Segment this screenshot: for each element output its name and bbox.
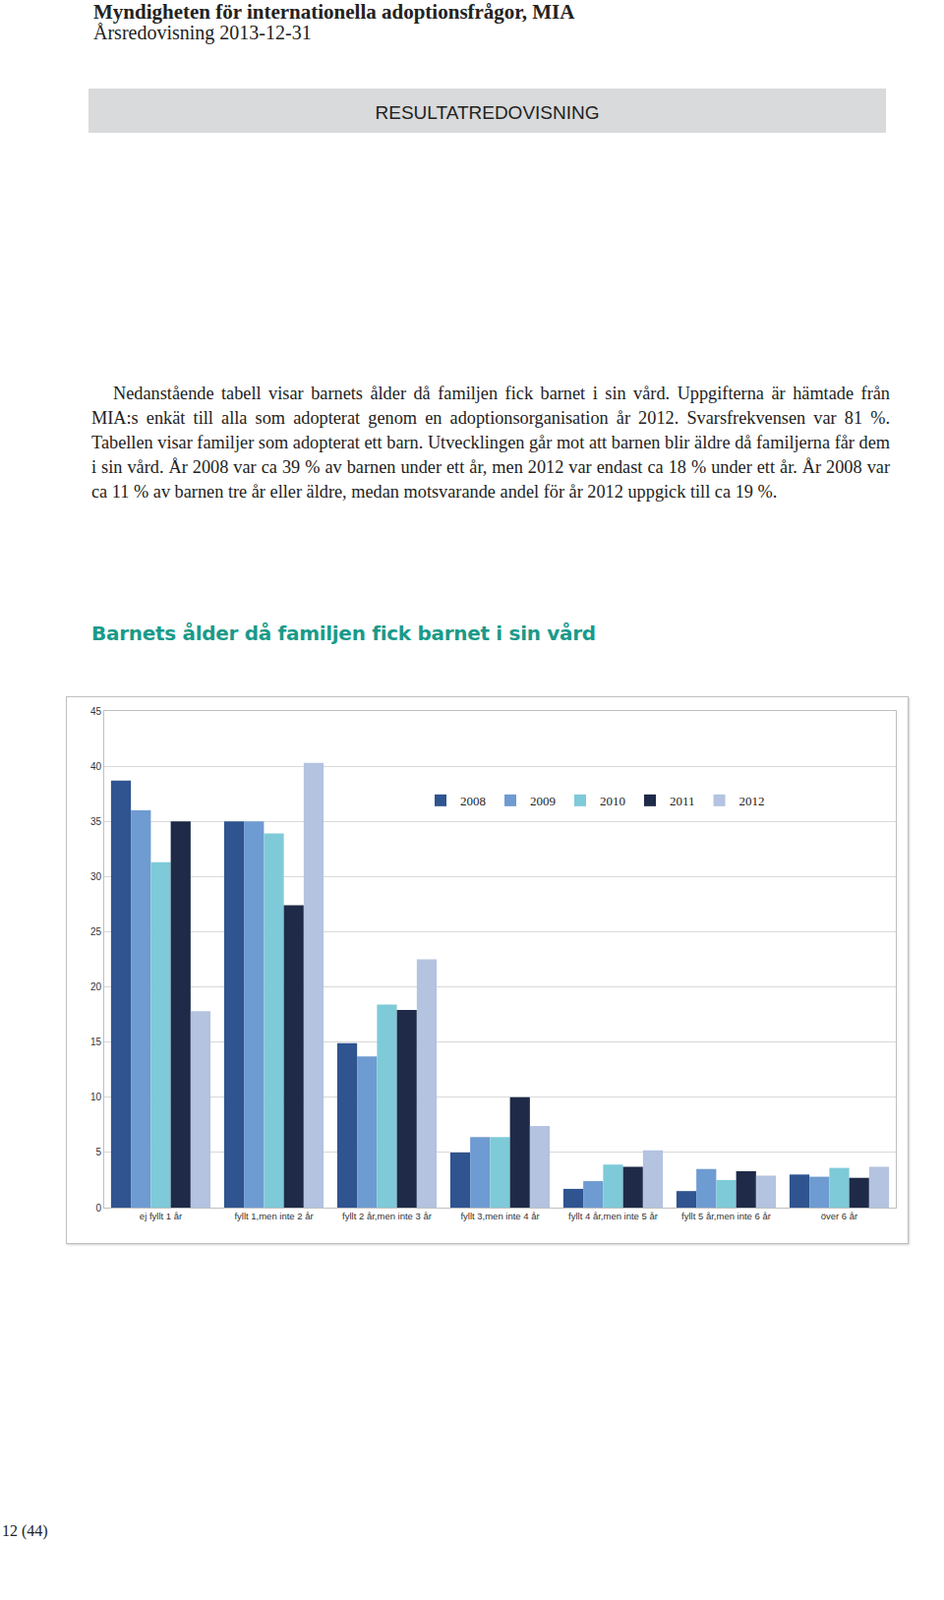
svg-text:fyllt 5 år,men inte 6 år: fyllt 5 år,men inte 6 år [681, 1210, 771, 1222]
html-text:Barnets ålder då familjen fick: Barnets ålder då familjen fick barnet i … [91, 621, 596, 646]
svg-text:10: 10 [90, 1091, 103, 1103]
svg-text:fyllt 2 år,men inte 3 år: fyllt 2 år,men inte 3 år [342, 1210, 432, 1222]
svg-text:fyllt 4 år,men inte 5 år: fyllt 4 år,men inte 5 år [568, 1210, 658, 1222]
html-text:12 (44): 12 (44) [1, 1522, 48, 1539]
html-text:Årsredovisning 2013-12-31: Årsredovisning 2013-12-31 [93, 21, 312, 44]
svg-text:5: 5 [95, 1146, 102, 1158]
svg-text:2008: 2008 [460, 793, 486, 809]
svg-text:40: 40 [90, 761, 103, 772]
svg-text:45: 45 [90, 706, 103, 717]
svg-text:20: 20 [90, 981, 103, 993]
svg-text:ej fyllt 1 år: ej fyllt 1 år [139, 1210, 182, 1222]
svg-text:2010: 2010 [599, 793, 626, 809]
svg-text:2009: 2009 [530, 793, 556, 809]
svg-text:35: 35 [90, 816, 103, 827]
svg-text:fyllt 3,men inte 4 år: fyllt 3,men inte 4 år [460, 1210, 539, 1222]
svg-text:25: 25 [90, 926, 103, 938]
svg-text:fyllt 1,men inte 2 år: fyllt 1,men inte 2 år [234, 1210, 313, 1222]
svg-text:2011: 2011 [669, 793, 696, 809]
html-text:Myndigheten för internationell: Myndigheten för internationella adoption… [93, 0, 575, 24]
svg-text:0: 0 [95, 1202, 102, 1214]
svg-text:30: 30 [90, 871, 103, 883]
html-text:RESULTATREDOVISNING: RESULTATREDOVISNING [375, 102, 600, 123]
html-text:Nedanstående tabell visar barn: Nedanstående tabell visar barnets ålder … [91, 383, 890, 502]
svg-text:över 6 år: över 6 år [821, 1210, 859, 1222]
svg-text:15: 15 [90, 1036, 103, 1048]
svg-text:2012: 2012 [739, 793, 766, 809]
